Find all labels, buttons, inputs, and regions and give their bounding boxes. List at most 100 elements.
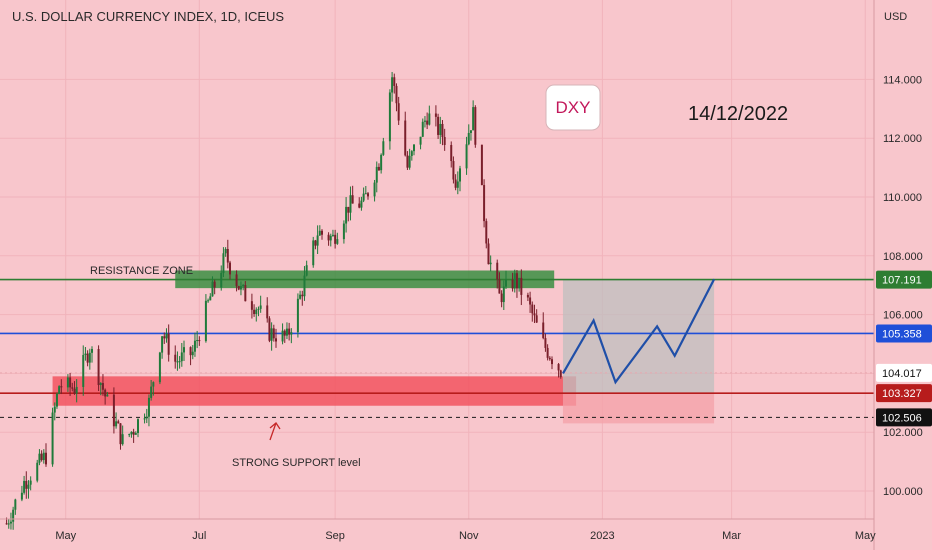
current-price-tag: 104.017 xyxy=(882,368,922,380)
projection-box-stop xyxy=(562,393,715,424)
candle-down xyxy=(498,279,501,294)
candle-down xyxy=(397,103,400,121)
candle-up xyxy=(388,92,391,142)
candle-up xyxy=(165,333,168,339)
candle-up xyxy=(143,418,146,420)
candle-up xyxy=(150,386,153,398)
candle-down xyxy=(520,277,523,295)
candle-up xyxy=(469,130,472,133)
candle-up xyxy=(502,286,505,303)
candle-down xyxy=(452,161,455,180)
candle-up xyxy=(303,275,306,297)
candle-up xyxy=(196,340,199,342)
candle-down xyxy=(60,386,63,388)
candle-up xyxy=(421,121,424,137)
candle-up xyxy=(391,77,394,93)
candle-up xyxy=(239,286,242,290)
candle-down xyxy=(132,431,135,435)
y-tick-label: 102.000 xyxy=(883,427,923,439)
candle-down xyxy=(515,273,518,289)
candle-down xyxy=(443,137,446,145)
candle-up xyxy=(349,195,352,213)
candle-up xyxy=(439,123,442,135)
candle-up xyxy=(51,412,54,465)
candle-down xyxy=(69,377,72,388)
annotations: U.S. DOLLAR CURRENCY INDEX, 1D, ICEUS RE… xyxy=(12,9,788,469)
candle-down xyxy=(351,195,354,204)
dxy-badge-text: DXY xyxy=(556,98,591,117)
candle-down xyxy=(235,274,238,287)
price-tag-bg xyxy=(876,324,932,343)
candle-up xyxy=(242,285,245,287)
chart-title: U.S. DOLLAR CURRENCY INDEX, 1D, ICEUS xyxy=(12,9,284,24)
x-tick-label: May xyxy=(55,530,76,542)
candle-down xyxy=(253,309,256,315)
candle-up xyxy=(66,377,69,388)
candle-up xyxy=(38,453,41,463)
candle-down xyxy=(327,234,330,241)
candle-down xyxy=(559,370,562,378)
candle-up xyxy=(9,521,12,524)
candle-down xyxy=(450,144,453,162)
support-arrow-icon xyxy=(269,422,281,441)
candle-up xyxy=(456,181,459,188)
candle-down xyxy=(198,340,201,342)
candle-down xyxy=(454,179,457,188)
candle-up xyxy=(36,462,39,481)
candle-up xyxy=(259,305,262,309)
candle-down xyxy=(347,206,350,213)
candle-up xyxy=(505,279,507,287)
candle-down xyxy=(434,113,437,117)
x-tick-label: Mar xyxy=(722,530,741,542)
y-tick-label: 114.000 xyxy=(883,74,922,86)
candle-down xyxy=(548,357,551,360)
candle-down xyxy=(529,297,532,305)
candle-up xyxy=(428,113,431,125)
candle-up xyxy=(161,336,164,353)
candle-up xyxy=(183,347,185,353)
candle-up xyxy=(91,349,93,353)
price-tag: 107.191 xyxy=(882,275,922,287)
candle-up xyxy=(58,386,61,394)
candle-up xyxy=(82,354,85,387)
candle-down xyxy=(406,155,409,168)
x-tick-label: May xyxy=(855,530,876,542)
candle-up xyxy=(191,351,194,356)
candle-up xyxy=(220,273,223,288)
candle-down xyxy=(237,286,240,290)
candle-down xyxy=(275,338,277,342)
candle-up xyxy=(152,382,155,387)
candle-down xyxy=(544,338,547,348)
candle-up xyxy=(423,120,426,122)
candle-down xyxy=(551,359,553,365)
candle-up xyxy=(373,182,376,197)
candle-up xyxy=(467,132,470,145)
candle-up xyxy=(134,432,137,435)
candle-down xyxy=(367,193,369,197)
candle-down xyxy=(174,354,177,362)
candle-up xyxy=(362,193,365,201)
candle-down xyxy=(104,389,107,397)
candle-down xyxy=(45,452,47,465)
candle-down xyxy=(483,185,486,222)
candle-down xyxy=(542,322,545,339)
candle-up xyxy=(42,452,45,461)
candle-down xyxy=(334,234,337,244)
candle-down xyxy=(101,383,104,390)
candle-up xyxy=(193,340,196,352)
candle-up xyxy=(459,168,461,182)
horizontal-lines xyxy=(0,278,874,418)
candle-up xyxy=(336,239,339,244)
candle-up xyxy=(211,281,214,297)
candle-up xyxy=(281,330,284,342)
candle-down xyxy=(5,523,8,525)
candle-up xyxy=(145,416,148,419)
candle-up xyxy=(360,200,363,208)
candle-down xyxy=(40,453,43,461)
zones xyxy=(52,270,715,424)
candle-up xyxy=(413,144,415,152)
candle-up xyxy=(270,328,273,341)
date-annotation: 14/12/2022 xyxy=(688,103,788,125)
candle-up xyxy=(489,262,492,265)
